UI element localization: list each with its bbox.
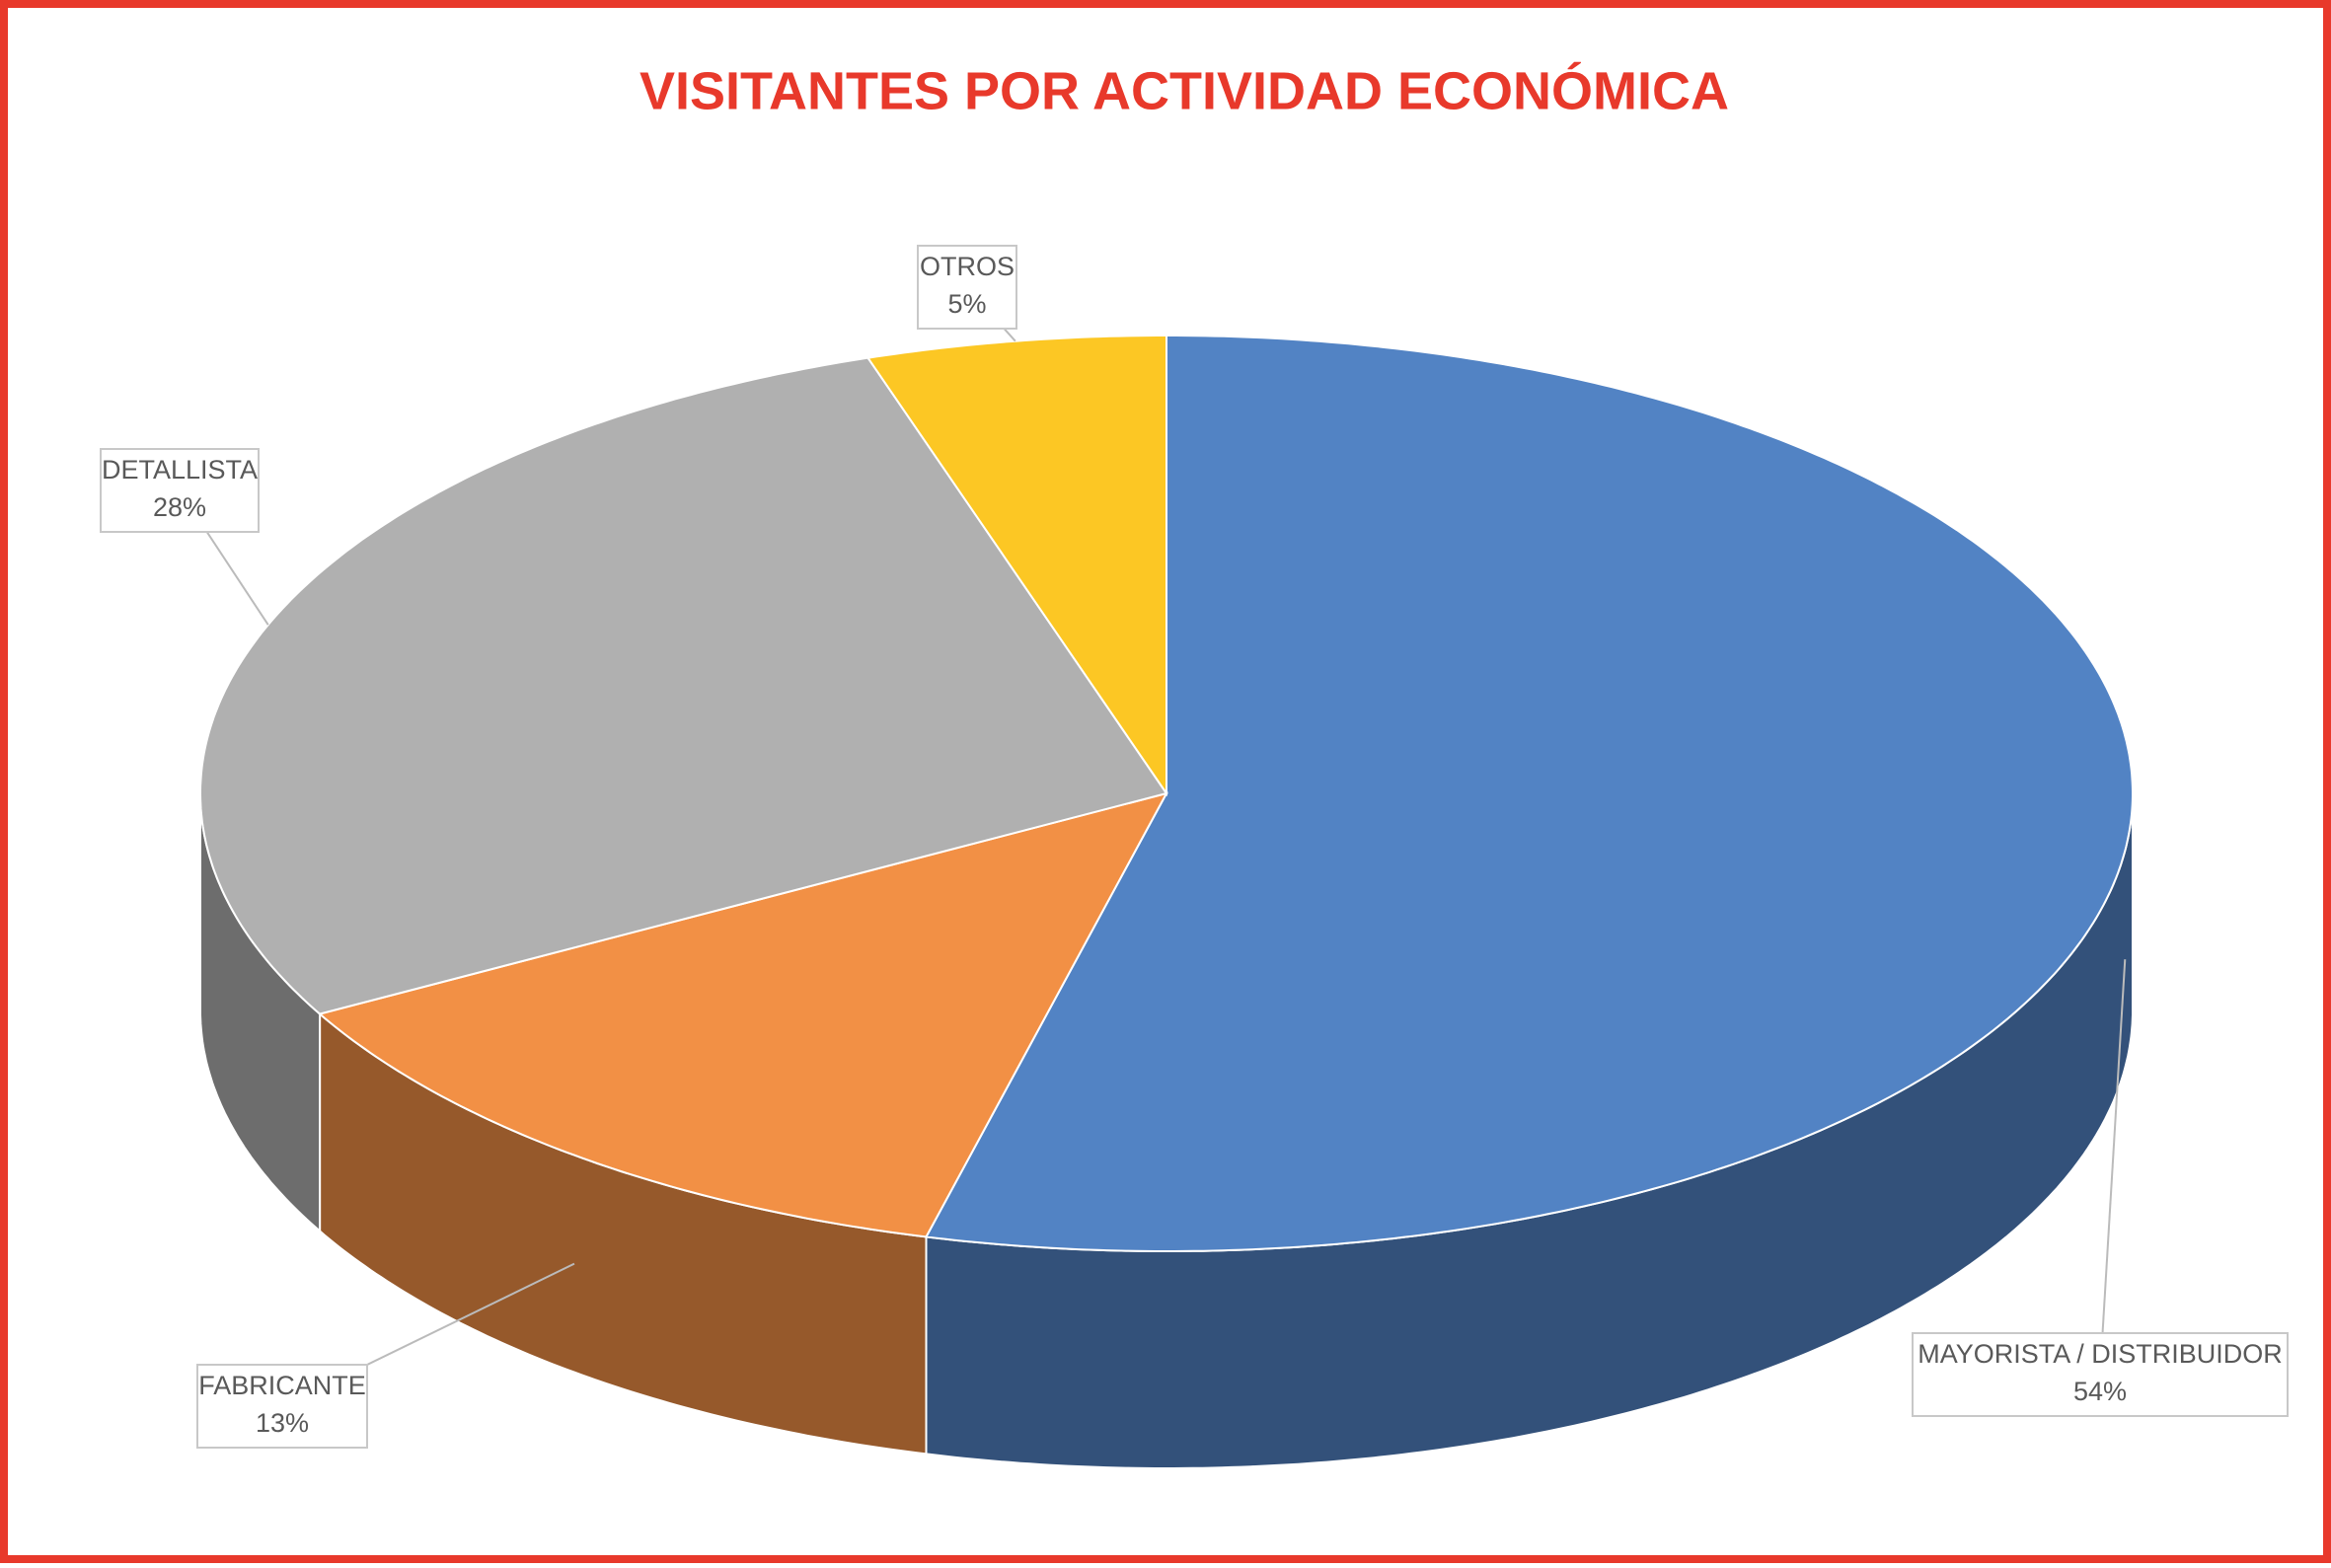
value-label: 28% — [153, 492, 206, 522]
value-label: 5% — [947, 289, 986, 319]
category-label: OTROS — [920, 252, 1015, 281]
slice — [865, 335, 1167, 797]
category-label: MAYORISTA / DISTRIBUIDOR — [1917, 1339, 2283, 1369]
slice — [318, 791, 1168, 1238]
leader-line — [2099, 959, 2127, 1376]
value-label: 54% — [2073, 1377, 2127, 1406]
category-label: FABRICANTE — [198, 1371, 366, 1400]
label-box — [100, 448, 260, 533]
slice — [924, 335, 2134, 1252]
label-box — [196, 1364, 368, 1449]
chart-title: VISITANTES POR ACTIVIDAD ECONÓMICA — [639, 61, 1729, 120]
category-label: DETALLISTA — [102, 455, 258, 485]
label-box — [1912, 1332, 2289, 1417]
label-box — [917, 245, 1017, 330]
value-label: 13% — [256, 1408, 309, 1438]
